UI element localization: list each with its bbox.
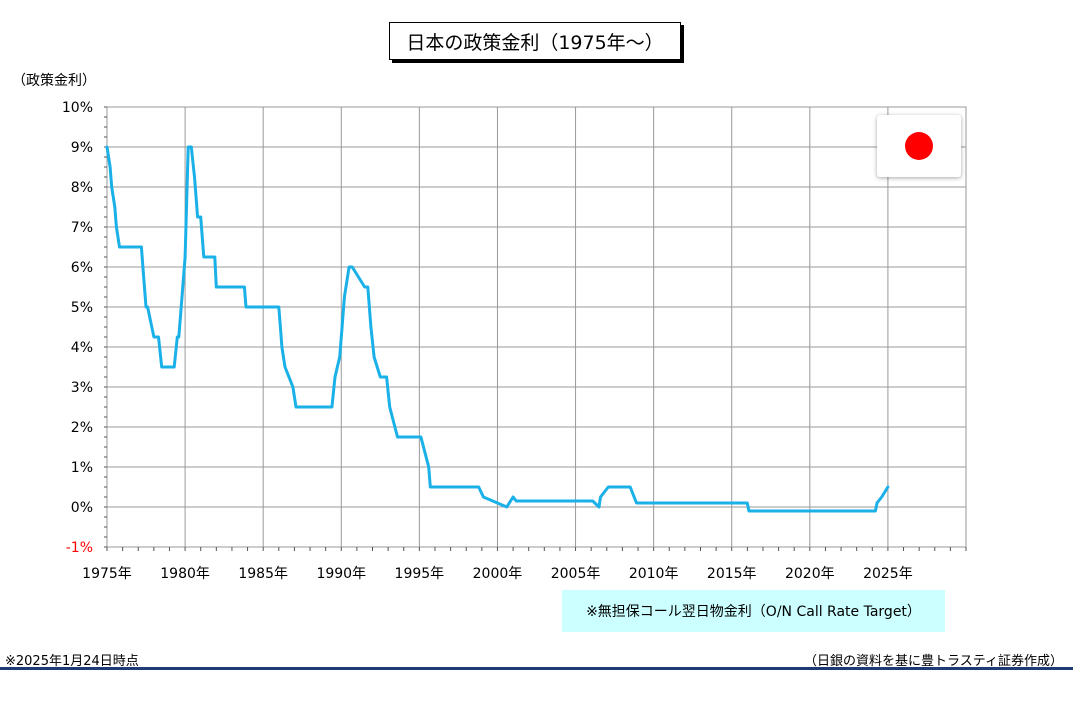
as-of-date-note: ※2025年1月24日時点 <box>5 654 139 669</box>
y-tick-label: 4% <box>71 340 93 356</box>
y-tick-label: 5% <box>71 300 93 316</box>
x-tick-label: 1985年 <box>238 566 288 582</box>
y-tick-label: 8% <box>71 180 93 196</box>
legend-note: ※無担保コール翌日物金利（O/N Call Rate Target） <box>562 590 945 632</box>
x-tick-label: 2015年 <box>707 566 757 582</box>
x-tick-label: 2005年 <box>551 566 601 582</box>
y-axis-label: （政策金利） <box>12 73 96 89</box>
x-tick-label: 1975年 <box>82 566 132 582</box>
y-tick-label: -1% <box>66 540 93 556</box>
bottom-rule <box>0 667 1073 670</box>
y-tick-label: 2% <box>71 420 93 436</box>
x-tick-label: 2025年 <box>863 566 913 582</box>
y-tick-label: 6% <box>71 260 93 276</box>
x-tick-label: 2000年 <box>473 566 523 582</box>
x-tick-label: 1980年 <box>160 566 210 582</box>
y-tick-label: 7% <box>71 220 93 236</box>
y-tick-label: 9% <box>71 140 93 156</box>
japan-flag-icon <box>877 115 961 177</box>
plot-area <box>106 106 967 548</box>
x-tick-label: 1995年 <box>395 566 445 582</box>
x-tick-label: 2020年 <box>785 566 835 582</box>
chart-title: 日本の政策金利（1975年～） <box>389 22 681 60</box>
y-tick-label: 1% <box>71 460 93 476</box>
y-tick-label: 0% <box>71 500 93 516</box>
line-chart: -1% 0% 1% 2% 3% 4% 5% 6% 7% 8% 9% 10% 1975年 1980年 1985… <box>62 100 967 582</box>
flag-sun <box>905 132 933 160</box>
x-tick-label: 1990年 <box>316 566 366 582</box>
y-tick-label: 3% <box>71 380 93 396</box>
series-line <box>105 145 890 513</box>
x-tick-label: 2010年 <box>629 566 679 582</box>
y-tick-label: 10% <box>62 100 93 116</box>
source-note: （日銀の資料を基に豊トラスティ証券作成） <box>804 654 1063 669</box>
